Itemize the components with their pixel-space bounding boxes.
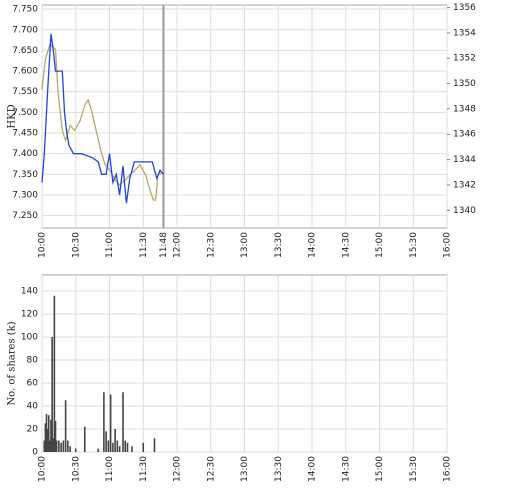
- bar: [44, 423, 47, 452]
- bar: [52, 438, 55, 452]
- y2-tick-label: 1344: [453, 155, 476, 165]
- y2-tick-label: 1348: [453, 104, 476, 114]
- y-tick-label: 7.550: [12, 87, 38, 97]
- bar: [58, 440, 60, 452]
- y-axis-label: HKD: [7, 104, 18, 128]
- y-tick-label: 60: [27, 379, 39, 389]
- y2-tick-label: 1340: [453, 206, 476, 216]
- bar: [83, 426, 86, 452]
- x-tick-label: 15:00: [375, 232, 385, 258]
- y-tick-label: 0: [32, 448, 38, 458]
- x-tick-label: 15:30: [409, 456, 419, 482]
- x-tick-label: 12:30: [206, 456, 216, 482]
- bar: [45, 414, 48, 452]
- bar: [131, 446, 133, 452]
- y2-tick-label: 1356: [453, 3, 476, 13]
- y2-tick-label: 1352: [453, 54, 476, 64]
- y-tick-label: 7.450: [12, 129, 38, 139]
- x-tick-label: 10:30: [71, 456, 81, 482]
- x-tick-label: 11:00: [105, 232, 115, 258]
- y-tick-label: 7.700: [12, 25, 38, 35]
- bar: [47, 415, 50, 452]
- y-tick-label: 20: [27, 425, 39, 435]
- bar: [55, 440, 58, 452]
- bar: [118, 446, 121, 452]
- x-tick-label: 14:30: [341, 232, 351, 258]
- bar: [103, 392, 105, 452]
- x-tick-label: 11:00: [105, 456, 115, 482]
- bar: [60, 442, 62, 452]
- x-tick-label: 14:00: [308, 232, 318, 258]
- series-line: [41, 43, 164, 201]
- current-time-label: 11:48: [159, 232, 169, 258]
- bar: [50, 419, 52, 452]
- bar: [105, 431, 107, 452]
- x-tick-label: 15:00: [375, 456, 385, 482]
- y2-tick-label: 1350: [453, 79, 476, 89]
- x-tick-label: 14:00: [308, 456, 318, 482]
- y-tick-label: 140: [21, 287, 38, 297]
- bar: [112, 442, 114, 452]
- bar: [116, 440, 119, 452]
- y-tick-label: 120: [21, 310, 38, 320]
- y-tick-label: 80: [27, 356, 39, 366]
- x-tick-label: 14:30: [341, 456, 351, 482]
- series-line: [41, 33, 165, 204]
- bar: [124, 440, 127, 452]
- bar: [74, 448, 77, 452]
- x-tick-label: 13:30: [274, 232, 284, 258]
- x-tick-label: 12:00: [173, 232, 183, 258]
- bar: [53, 295, 56, 452]
- y2-tick-label: 1354: [453, 28, 476, 38]
- bar: [67, 440, 69, 452]
- bar: [62, 440, 65, 452]
- x-tick-label: 10:00: [38, 232, 48, 258]
- y-tick-label: 7.600: [12, 67, 38, 77]
- bar: [114, 429, 116, 452]
- x-tick-label: 13:00: [240, 232, 250, 258]
- x-tick-label: 16:00: [443, 232, 453, 258]
- bar: [43, 440, 46, 452]
- bar: [153, 438, 156, 452]
- y-tick-label: 7.250: [12, 211, 38, 221]
- bar: [46, 429, 49, 452]
- y-tick-label: 7.500: [12, 108, 38, 118]
- bar: [107, 440, 110, 452]
- bar: [142, 442, 145, 452]
- x-tick-label: 13:00: [240, 456, 250, 482]
- x-tick-label: 15:30: [409, 232, 419, 258]
- x-tick-label: 12:00: [173, 456, 183, 482]
- bar: [69, 446, 71, 452]
- y-tick-label: 7.750: [12, 5, 38, 15]
- bar: [54, 420, 57, 452]
- x-tick-label: 12:30: [206, 232, 216, 258]
- x-tick-label: 11:30: [139, 456, 149, 482]
- bar: [97, 448, 100, 452]
- bar: [51, 337, 53, 452]
- y-axis-label: No. of shares (k): [7, 321, 18, 405]
- y2-tick-label: 1342: [453, 180, 476, 190]
- x-tick-label: 11:30: [139, 232, 149, 258]
- bar: [126, 442, 129, 452]
- bar: [64, 400, 67, 452]
- x-tick-label: 16:00: [443, 456, 453, 482]
- y-tick-label: 7.300: [12, 190, 38, 200]
- bar: [49, 440, 51, 452]
- y-tick-label: 7.400: [12, 149, 38, 159]
- bar: [122, 392, 124, 452]
- x-tick-label: 10:30: [71, 232, 81, 258]
- x-tick-label: 10:00: [38, 456, 48, 482]
- bar: [109, 394, 112, 452]
- y-tick-label: 7.350: [12, 170, 38, 180]
- y-tick-label: 7.650: [12, 46, 38, 56]
- x-tick-label: 13:30: [274, 456, 284, 482]
- y2-tick-label: 1346: [453, 130, 476, 140]
- y-tick-label: 40: [27, 402, 39, 412]
- y-tick-label: 100: [21, 333, 38, 343]
